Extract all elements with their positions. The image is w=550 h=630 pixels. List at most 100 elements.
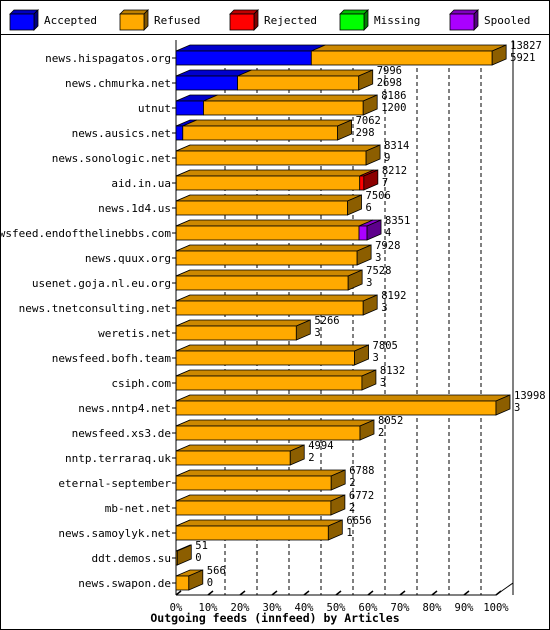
- bar-top-refused: [175, 394, 511, 402]
- bar-segment-refused: [175, 300, 364, 316]
- bar-segment-refused: [175, 350, 355, 366]
- total-label: 13998: [514, 390, 546, 402]
- bar-top-refused: [175, 344, 369, 352]
- total-label: 51: [195, 540, 208, 552]
- bar-side: [491, 44, 507, 66]
- bar-segment-refused: [175, 225, 360, 241]
- x-tick-label: 10%: [199, 602, 219, 614]
- legend-swatch-top-refused: [119, 9, 149, 15]
- legend-swatch-side-missing: [363, 9, 369, 31]
- bar-side: [295, 319, 311, 341]
- bar-segment-refused: [175, 325, 297, 341]
- bar-top-refused: [175, 369, 377, 377]
- bar-top-refused: [182, 119, 352, 127]
- bar-segment-accepted: [175, 100, 204, 116]
- x-tick-label: 60%: [359, 602, 379, 614]
- legend-swatch-top-accepted: [9, 9, 39, 15]
- value-labels: 1382759217996269881861200706229883149821…: [195, 40, 545, 589]
- bar-top-refused: [175, 494, 346, 502]
- bar-side: [188, 569, 204, 591]
- legend-swatch-spooled: [449, 13, 475, 31]
- bar-side: [362, 294, 378, 316]
- bar-side: [347, 194, 362, 216]
- total-label: 8186: [381, 90, 406, 102]
- x-tick-label: 100%: [483, 602, 509, 614]
- accepted-label: 7: [382, 177, 388, 189]
- total-label: 7928: [375, 240, 400, 252]
- total-label: 8192: [381, 290, 406, 302]
- bar-segment-refused: [175, 200, 348, 216]
- x-tick-label: 90%: [455, 602, 475, 614]
- bar-segment-spooled: [358, 225, 368, 241]
- x-tick-label: 50%: [327, 602, 347, 614]
- accepted-label: 5921: [510, 52, 535, 64]
- bar-segment-refused: [175, 150, 367, 166]
- category-label: news.swapon.de: [78, 577, 171, 590]
- category-label: newsfeed.endofthelinebbs.com: [0, 227, 171, 240]
- x-tick-mark: [207, 590, 214, 596]
- x-tick-mark: [463, 590, 470, 596]
- total-label: 7805: [373, 340, 398, 352]
- accepted-label: 6: [366, 202, 372, 214]
- legend: Accepted Refused Rejected Missing Spooled: [9, 9, 530, 31]
- legend-swatch-accepted: [9, 13, 35, 31]
- bar-segment-refused: [175, 250, 358, 266]
- bar-top-refused: [311, 44, 507, 52]
- bar-side: [495, 394, 511, 416]
- legend-swatch-top-spooled: [449, 9, 479, 15]
- category-label: weretis.net: [98, 327, 171, 340]
- bar-segment-refused: [175, 500, 332, 516]
- bar-segment-refused: [203, 100, 364, 116]
- bar-segment-accepted: [175, 125, 184, 141]
- bar-side: [366, 219, 382, 241]
- bar-side: [362, 94, 378, 116]
- accepted-label: 3: [381, 302, 387, 314]
- bar-segment-refused: [175, 450, 291, 466]
- category-label: usenet.goja.nl.eu.org: [32, 277, 171, 290]
- category-label: news.samoylyk.net: [58, 527, 171, 540]
- total-label: 13827: [510, 40, 542, 52]
- total-label: 8132: [380, 365, 405, 377]
- legend-label-accepted: Accepted: [44, 14, 97, 27]
- bar-top-refused: [175, 419, 375, 427]
- bar-side: [337, 119, 353, 141]
- bar-top-refused: [175, 294, 378, 302]
- total-label: 8052: [378, 415, 403, 427]
- accepted-label: 2: [349, 477, 355, 489]
- total-label: 7528: [366, 265, 391, 277]
- x-tick-mark: [175, 590, 182, 596]
- bar-top-refused: [175, 444, 305, 452]
- total-label: 8351: [385, 215, 410, 227]
- bar-segment-accepted: [175, 75, 238, 91]
- legend-swatch-missing: [339, 13, 365, 31]
- bar-top-refused: [175, 519, 343, 527]
- category-label: newsfeed.bofh.team: [52, 352, 172, 365]
- accepted-label: 3: [514, 402, 520, 414]
- accepted-label: 1200: [381, 102, 406, 114]
- accepted-label: 2: [349, 502, 355, 514]
- category-label: csiph.com: [111, 377, 171, 390]
- legend-swatch-top-rejected: [229, 9, 259, 15]
- x-axis-label: Outgoing feeds (innfeed) by Articles: [150, 611, 399, 625]
- category-label: news.ausics.net: [72, 127, 171, 140]
- x-tick-mark: [239, 590, 246, 596]
- category-label: news.nntp4.net: [78, 402, 171, 415]
- bar-top-refused: [175, 319, 311, 327]
- category-label: newsfeed.xs3.de: [72, 427, 171, 440]
- bar-segment-accepted: [175, 50, 312, 66]
- bar-side: [347, 269, 363, 291]
- bar-side: [356, 244, 372, 266]
- bar-side: [359, 419, 375, 441]
- category-label: utnut: [138, 102, 171, 115]
- accepted-label: 3: [375, 252, 381, 264]
- bar-side: [365, 144, 381, 166]
- legend-label-rejected: Rejected: [264, 14, 317, 27]
- category-labels: news.hispagatos.org news.chmurka.net utnut…: [0, 52, 171, 590]
- bar-side: [358, 69, 374, 91]
- x-tick-mark: [431, 590, 438, 596]
- total-label: 4994: [308, 440, 333, 452]
- legend-label-refused: Refused: [154, 14, 200, 27]
- legend-swatch-refused: [119, 13, 145, 31]
- bar-segment-rejected: [359, 175, 365, 191]
